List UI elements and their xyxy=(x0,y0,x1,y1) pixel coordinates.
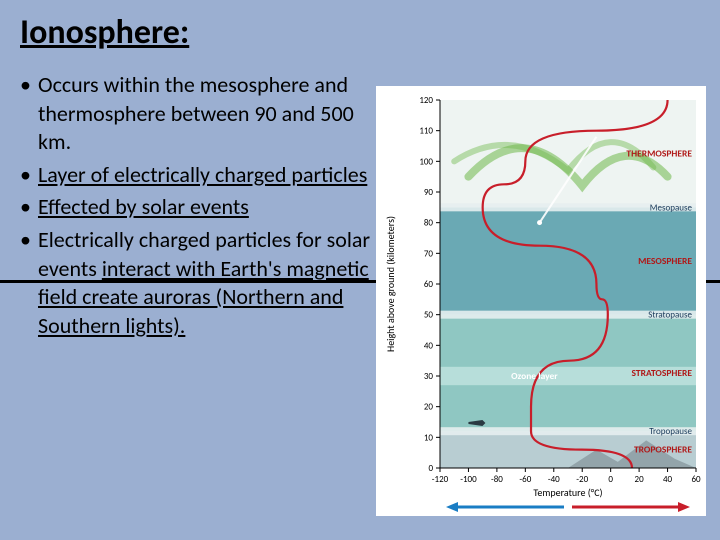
svg-text:80: 80 xyxy=(424,218,434,229)
bullet-3: Effected by solar events xyxy=(38,193,380,222)
svg-text:MESOSPHERE: MESOSPHERE xyxy=(638,255,692,267)
svg-text:50: 50 xyxy=(424,310,434,321)
svg-text:TROPOSPHERE: TROPOSPHERE xyxy=(634,444,692,456)
svg-text:COLDER: COLDER xyxy=(470,515,502,516)
svg-text:60: 60 xyxy=(424,279,434,290)
svg-text:Stratopause: Stratopause xyxy=(648,310,692,321)
svg-text:-60: -60 xyxy=(519,474,531,485)
svg-text:100: 100 xyxy=(419,156,433,167)
svg-text:110: 110 xyxy=(419,126,433,137)
svg-text:20: 20 xyxy=(635,474,645,485)
bullet-1: Occurs within the mesosphere and thermos… xyxy=(38,71,380,157)
svg-text:-100: -100 xyxy=(460,474,477,485)
svg-text:Tropopause: Tropopause xyxy=(649,426,692,437)
svg-text:0: 0 xyxy=(608,474,613,485)
svg-text:THERMOSPHERE: THERMOSPHERE xyxy=(626,148,692,160)
svg-text:90: 90 xyxy=(424,187,434,198)
bullet-list: Occurs within the mesosphere and thermos… xyxy=(20,71,380,344)
svg-text:-120: -120 xyxy=(432,474,449,485)
svg-text:Height above ground (kilometer: Height above ground (kilometers) xyxy=(384,216,397,352)
svg-text:10: 10 xyxy=(424,432,434,443)
svg-text:70: 70 xyxy=(424,248,434,259)
svg-text:STRATOSPHERE: STRATOSPHERE xyxy=(632,367,693,379)
svg-text:-80: -80 xyxy=(491,474,503,485)
bullet-4: Electrically charged particles for solar… xyxy=(38,226,380,340)
svg-text:40: 40 xyxy=(663,474,673,485)
svg-text:30: 30 xyxy=(424,371,434,382)
svg-text:Ozone layer: Ozone layer xyxy=(511,370,558,382)
svg-text:-40: -40 xyxy=(548,474,560,485)
svg-text:60: 60 xyxy=(691,474,701,485)
svg-text:Temperature (°C): Temperature (°C) xyxy=(533,486,602,499)
page-title: Ionosphere: xyxy=(20,12,700,53)
svg-text:120: 120 xyxy=(419,95,433,106)
svg-text:Mesopause: Mesopause xyxy=(650,202,693,213)
atmosphere-chart: 0 10 20 30 40 50 60 70 80 90 100 110 120 -120 -100 -80 -… xyxy=(376,86,706,516)
svg-text:20: 20 xyxy=(424,402,434,413)
svg-text:WARMER: WARMER xyxy=(628,515,666,516)
bullet-2: Layer of electrically charged particles xyxy=(38,161,380,190)
svg-text:40: 40 xyxy=(424,340,434,351)
svg-text:-20: -20 xyxy=(576,474,588,485)
svg-text:0: 0 xyxy=(428,463,433,474)
